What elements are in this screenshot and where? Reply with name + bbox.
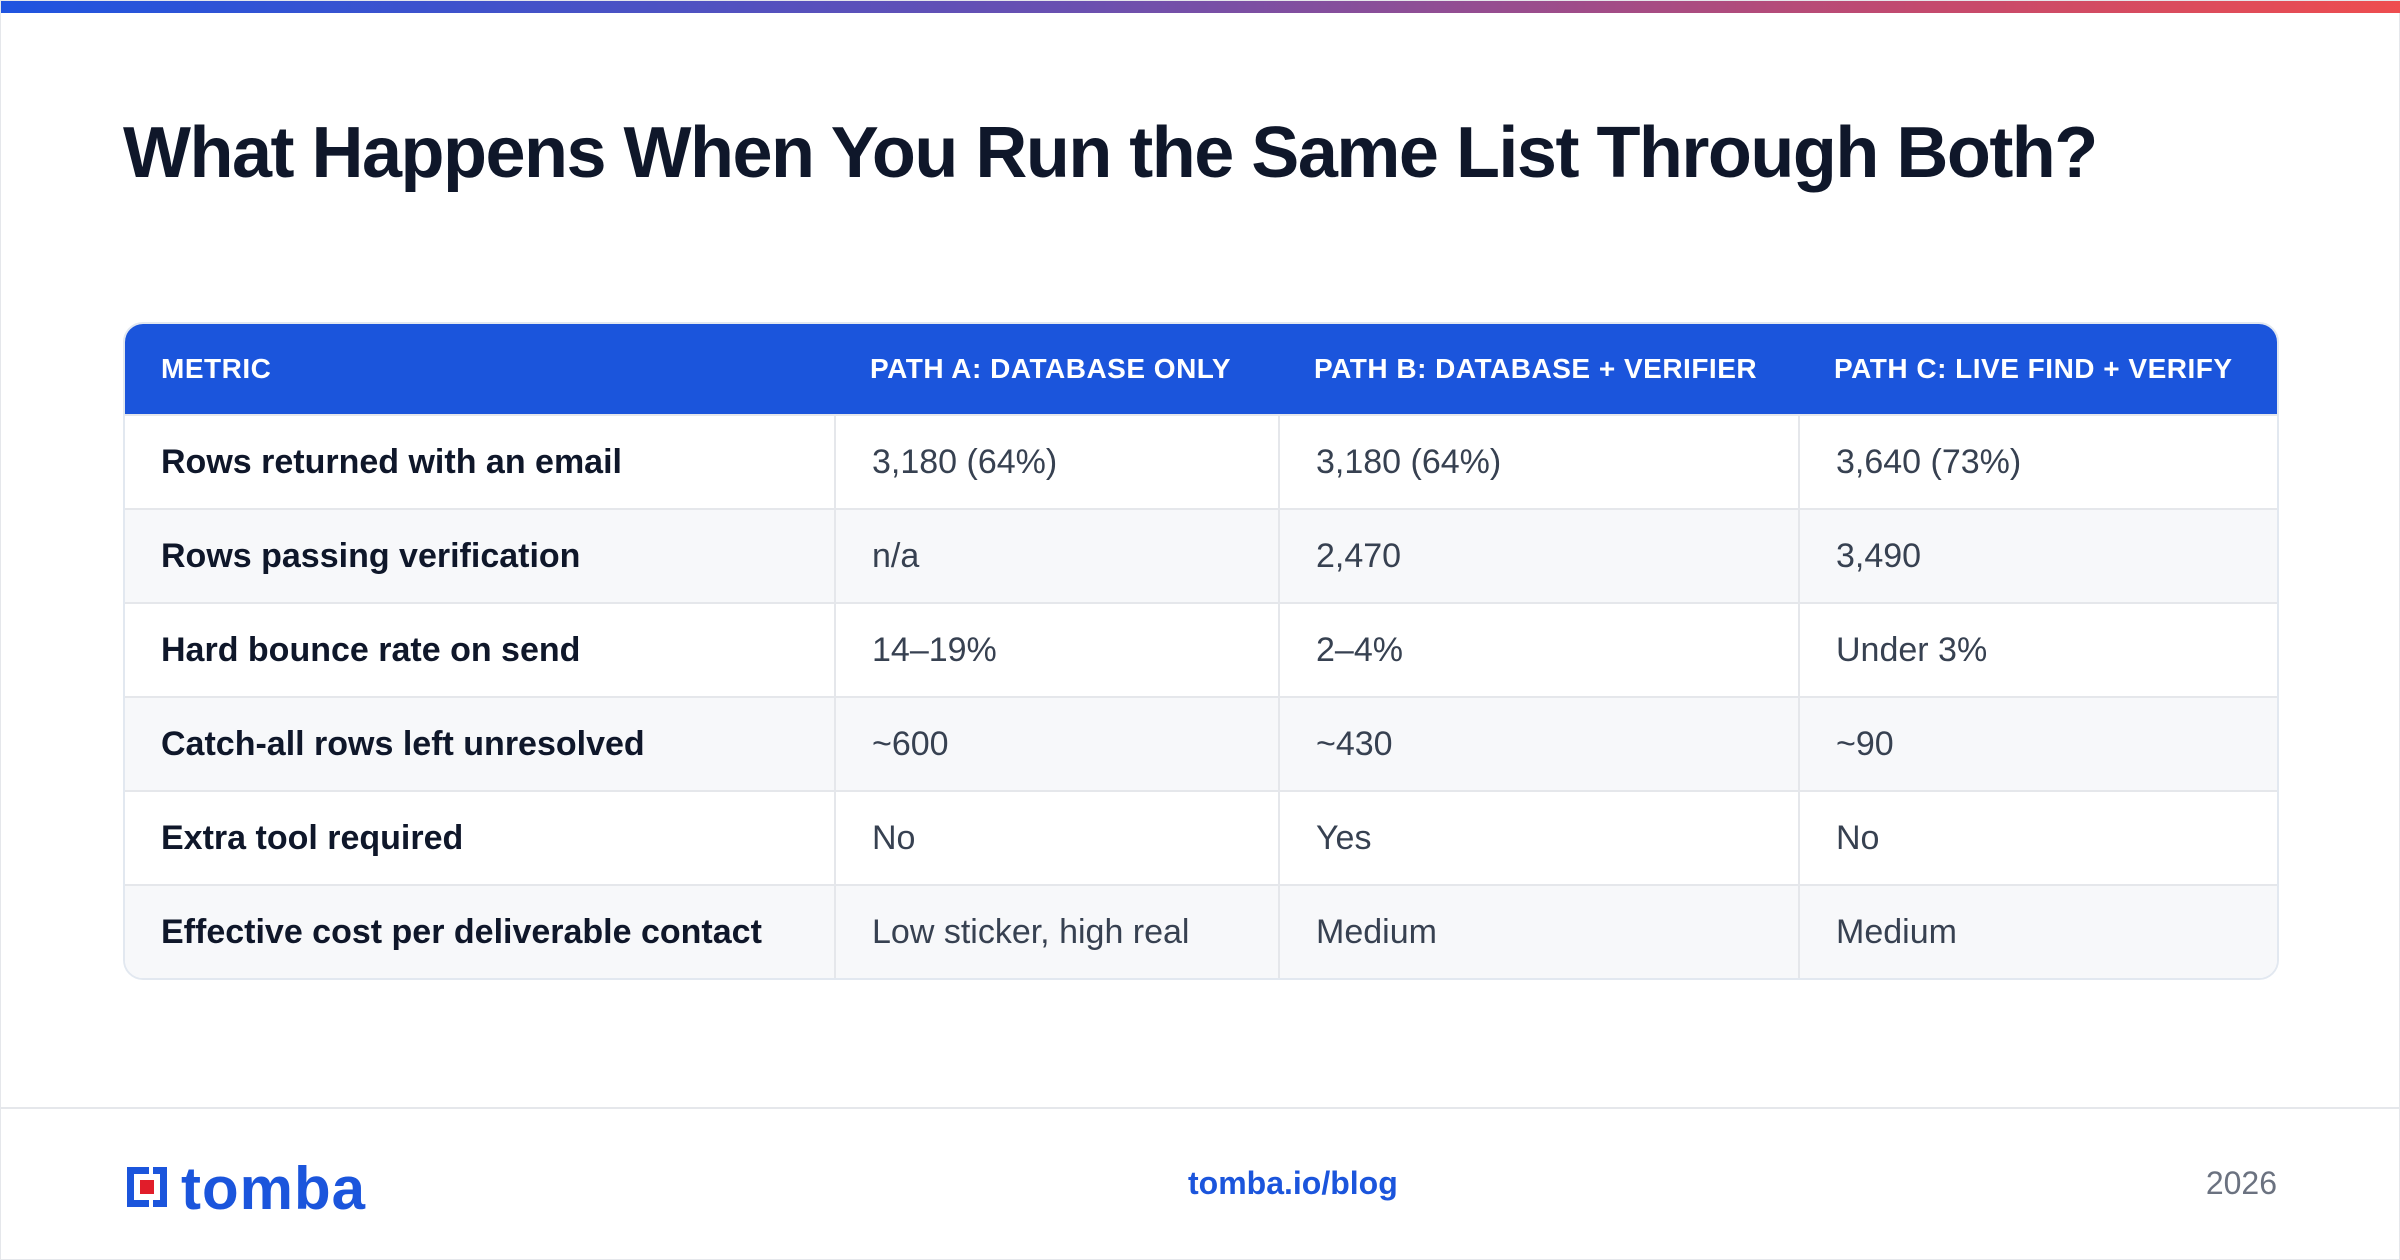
comparison-table: METRIC PATH A: DATABASE ONLY PATH B: DAT… [123, 322, 2279, 980]
path-c-value: 3,640 (73%) [1798, 416, 2277, 508]
gradient-top-bar [1, 1, 2400, 13]
table-row: Catch-all rows left unresolved ~600 ~430… [125, 696, 2277, 790]
path-c-value: ~90 [1798, 698, 2277, 790]
tomba-logo-icon [123, 1163, 171, 1216]
table-row: Effective cost per deliverable contact L… [125, 884, 2277, 978]
path-b-value: Yes [1278, 792, 1798, 884]
table-row: Extra tool required No Yes No [125, 790, 2277, 884]
metric-label: Catch-all rows left unresolved [161, 724, 645, 763]
header-metric: METRIC [161, 353, 272, 384]
footer-year: 2026 [2205, 1165, 2277, 1201]
path-a-value: Low sticker, high real [834, 886, 1278, 978]
metric-label: Rows passing verification [161, 536, 581, 575]
path-b-value: 2,470 [1278, 510, 1798, 602]
table-header-row: METRIC PATH A: DATABASE ONLY PATH B: DAT… [125, 324, 2277, 414]
logo-wordmark: tomba [181, 1155, 366, 1222]
path-c-value: Under 3% [1798, 604, 2277, 696]
path-c-value: No [1798, 792, 2277, 884]
blog-link[interactable]: tomba.io/blog [1188, 1165, 1398, 1201]
path-a-value: n/a [834, 510, 1278, 602]
path-a-value: No [834, 792, 1278, 884]
path-a-value: 3,180 (64%) [834, 416, 1278, 508]
table-row: Hard bounce rate on send 14–19% 2–4% Und… [125, 602, 2277, 696]
table-row: Rows returned with an email 3,180 (64%) … [125, 414, 2277, 508]
path-b-value: 3,180 (64%) [1278, 416, 1798, 508]
metric-label: Hard bounce rate on send [161, 630, 581, 669]
tomba-logo[interactable]: tomba [123, 1159, 366, 1219]
path-a-value: ~600 [834, 698, 1278, 790]
metric-label: Rows returned with an email [161, 442, 622, 481]
path-a-value: 14–19% [834, 604, 1278, 696]
header-path-c: PATH C: LIVE FIND + VERIFY [1834, 353, 2233, 384]
path-b-value: ~430 [1278, 698, 1798, 790]
footer-divider [1, 1107, 2400, 1109]
header-path-b: PATH B: DATABASE + VERIFIER [1314, 353, 1758, 384]
path-c-value: Medium [1798, 886, 2277, 978]
path-b-value: 2–4% [1278, 604, 1798, 696]
header-path-a: PATH A: DATABASE ONLY [870, 353, 1232, 384]
metric-label: Extra tool required [161, 818, 464, 857]
path-c-value: 3,490 [1798, 510, 2277, 602]
metric-label: Effective cost per deliverable contact [161, 912, 762, 951]
path-b-value: Medium [1278, 886, 1798, 978]
table-row: Rows passing verification n/a 2,470 3,49… [125, 508, 2277, 602]
page-title: What Happens When You Run the Same List … [123, 113, 2098, 193]
